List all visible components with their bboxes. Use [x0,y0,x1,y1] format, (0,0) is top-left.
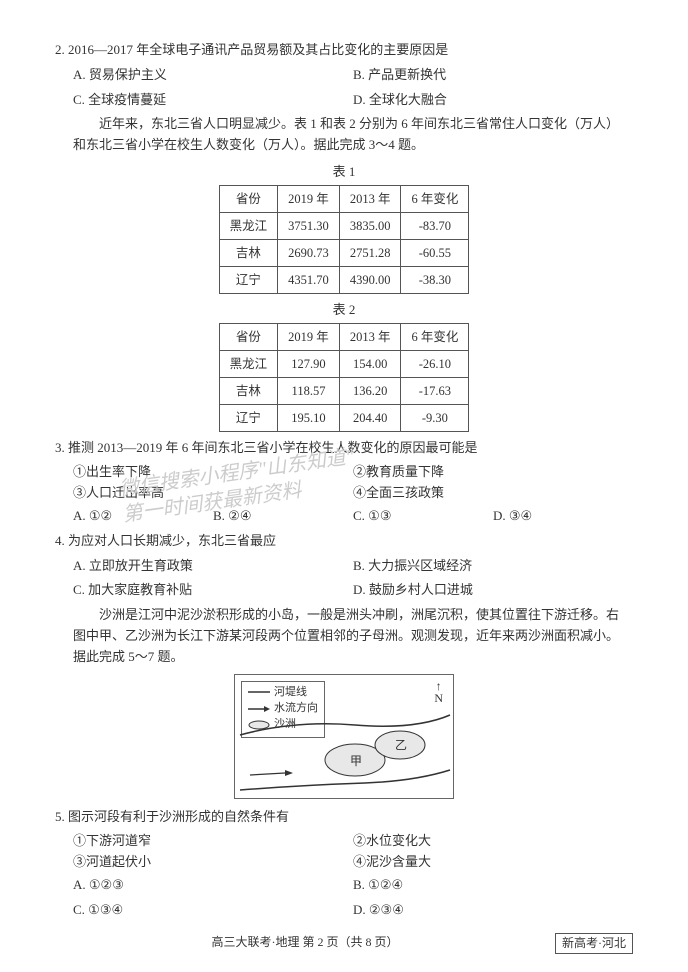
q2-stem: 2. 2016—2017 年全球电子通讯产品贸易额及其占比变化的主要原因是 [55,40,633,61]
river-diagram: 河堤线 水流方向 沙洲 ↑ N 甲 乙 [234,674,454,799]
q2-opt-b: B. 产品更新换代 [353,65,633,86]
q5-s1: ①下游河道窄 [73,831,353,852]
q2-options-row2: C. 全球疫情蔓延 D. 全球化大融合 [55,90,633,111]
t1-r2c1: 4351.70 [278,266,340,293]
q5-stem: 5. 图示河段有利于沙洲形成的自然条件有 [55,807,633,828]
t1-r2c3: -38.30 [401,266,469,293]
q5-opt-d: D. ②③④ [353,900,633,921]
q5-subs: ①下游河道窄 ②水位变化大 ③河道起伏小 ④泥沙含量大 [55,831,633,873]
q5-opt-a: A. ①②③ [73,875,353,896]
passage-5-7: 沙洲是江河中泥沙淤积形成的小岛，一般是洲头冲刷，洲尾沉积，使其位置往下游迁移。右… [55,605,633,667]
q4-opt-d: D. 鼓励乡村人口进城 [353,580,633,601]
q4-options-row1: A. 立即放开生育政策 B. 大力振兴区域经济 [55,556,633,577]
q5-s4: ④泥沙含量大 [353,852,633,873]
t2-r1c1: 118.57 [278,377,340,404]
table1: 省份 2019 年 2013 年 6 年变化 黑龙江 3751.30 3835.… [219,185,470,294]
t1-h2: 2013 年 [339,185,401,212]
table-row: 黑龙江 127.90 154.00 -26.10 [219,350,469,377]
q3-stem: 3. 推测 2013—2019 年 6 年间东北三省小学在校生人数变化的原因最可… [55,438,633,459]
t2-r2c3: -9.30 [401,404,469,431]
q5-opt-b: B. ①②④ [353,875,633,896]
t1-r2c2: 4390.00 [339,266,401,293]
table-row: 吉林 118.57 136.20 -17.63 [219,377,469,404]
table-row: 黑龙江 3751.30 3835.00 -83.70 [219,212,469,239]
t2-r2c2: 204.40 [339,404,401,431]
t1-r1c1: 2690.73 [278,239,340,266]
q3-options: A. ①② B. ②④ C. ①③ D. ③④ [55,506,633,527]
t1-r0c2: 3835.00 [339,212,401,239]
passage-3-4: 近年来，东北三省人口明显减少。表 1 和表 2 分别为 6 年间东北三省常住人口… [55,114,633,156]
q5-s2: ②水位变化大 [353,831,633,852]
footer-center: 高三大联考·地理 第 2 页（共 8 页） [212,933,399,954]
table-row: 省份 2019 年 2013 年 6 年变化 [219,185,469,212]
t1-h1: 2019 年 [278,185,340,212]
q2-opt-c: C. 全球疫情蔓延 [73,90,353,111]
t1-r0c3: -83.70 [401,212,469,239]
t2-h3: 6 年变化 [401,323,469,350]
t2-r0c0: 黑龙江 [219,350,278,377]
t2-r1c3: -17.63 [401,377,469,404]
q3-s3: ③人口迁出率高 [73,483,353,504]
table2: 省份 2019 年 2013 年 6 年变化 黑龙江 127.90 154.00… [219,323,470,432]
t2-h2: 2013 年 [339,323,401,350]
table2-caption: 表 2 [55,300,633,321]
t2-r0c2: 154.00 [339,350,401,377]
q5-s3: ③河道起伏小 [73,852,353,873]
river-sketch-icon: 甲 乙 [235,675,453,798]
q5-options-row1: A. ①②③ B. ①②④ [55,875,633,896]
t2-r0c1: 127.90 [278,350,340,377]
t1-r1c2: 2751.28 [339,239,401,266]
q3-opt-b: B. ②④ [213,506,353,527]
t2-r2c0: 辽宁 [219,404,278,431]
q2-opt-a: A. 贸易保护主义 [73,65,353,86]
t1-r2c0: 辽宁 [219,266,278,293]
q3-opt-a: A. ①② [73,506,213,527]
t2-r2c1: 195.10 [278,404,340,431]
t1-r1c0: 吉林 [219,239,278,266]
q3-s1: ①出生率下降 [73,462,353,483]
label-yi: 乙 [395,738,407,752]
page-footer: 高三大联考·地理 第 2 页（共 8 页） 新高考·河北 [0,933,688,954]
table-row: 吉林 2690.73 2751.28 -60.55 [219,239,469,266]
q3-subs: ①出生率下降 ②教育质量下降 ③人口迁出率高 ④全面三孩政策 [55,462,633,504]
t1-h0: 省份 [219,185,278,212]
q2-opt-d: D. 全球化大融合 [353,90,633,111]
q2-options-row1: A. 贸易保护主义 B. 产品更新换代 [55,65,633,86]
t2-h1: 2019 年 [278,323,340,350]
q4-options-row2: C. 加大家庭教育补贴 D. 鼓励乡村人口进城 [55,580,633,601]
t2-r0c3: -26.10 [401,350,469,377]
q5-options-row2: C. ①③④ D. ②③④ [55,900,633,921]
q3-s2: ②教育质量下降 [353,462,633,483]
q4-opt-b: B. 大力振兴区域经济 [353,556,633,577]
q3-opt-c: C. ①③ [353,506,493,527]
table-row: 辽宁 195.10 204.40 -9.30 [219,404,469,431]
t1-r0c0: 黑龙江 [219,212,278,239]
q4-opt-c: C. 加大家庭教育补贴 [73,580,353,601]
t1-r1c3: -60.55 [401,239,469,266]
q5-opt-c: C. ①③④ [73,900,353,921]
t2-r1c0: 吉林 [219,377,278,404]
table-row: 省份 2019 年 2013 年 6 年变化 [219,323,469,350]
t1-r0c1: 3751.30 [278,212,340,239]
q4-stem: 4. 为应对人口长期减少，东北三省最应 [55,531,633,552]
t2-r1c2: 136.20 [339,377,401,404]
q3-opt-d: D. ③④ [493,506,633,527]
label-jia: 甲 [350,754,362,768]
t2-h0: 省份 [219,323,278,350]
t1-h3: 6 年变化 [401,185,469,212]
table1-caption: 表 1 [55,162,633,183]
table-row: 辽宁 4351.70 4390.00 -38.30 [219,266,469,293]
q4-opt-a: A. 立即放开生育政策 [73,556,353,577]
q3-s4: ④全面三孩政策 [353,483,633,504]
footer-right: 新高考·河北 [555,933,633,954]
